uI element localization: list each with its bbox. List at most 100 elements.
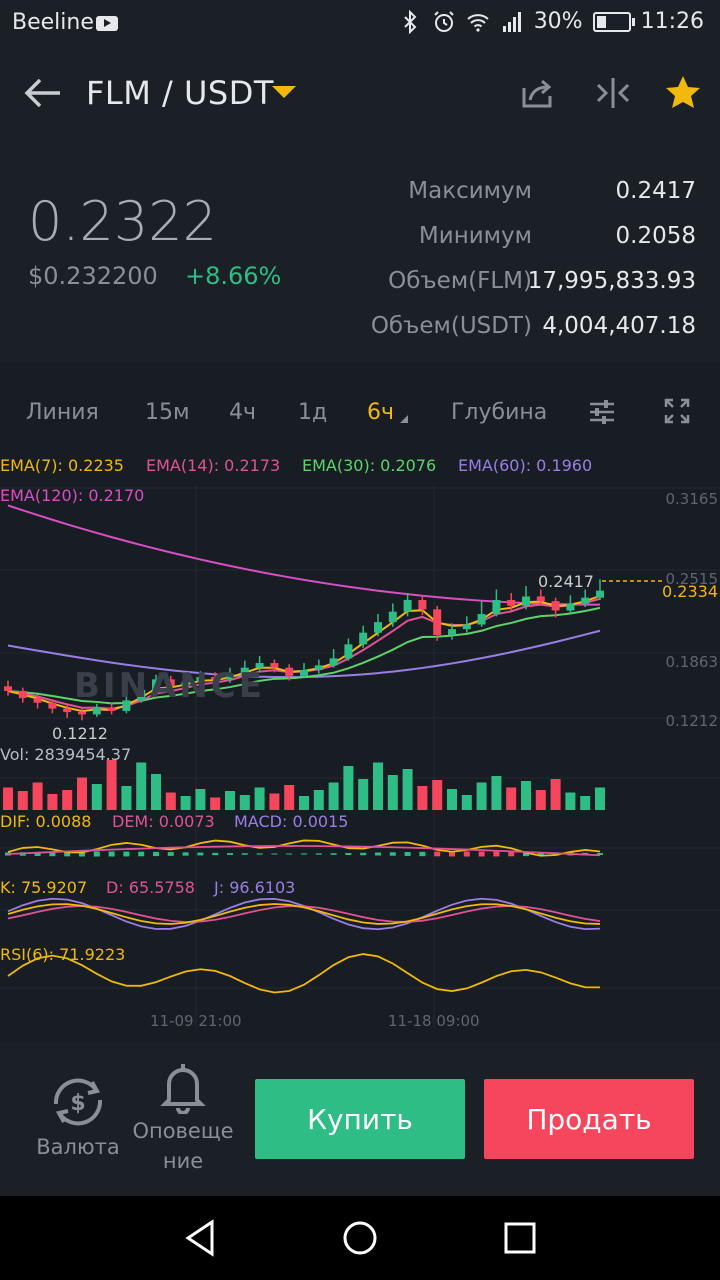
currency-convert-icon: $ (53, 1078, 103, 1126)
battery-level (596, 15, 606, 28)
tab-1d[interactable]: 1д (298, 400, 328, 425)
candle-body (433, 609, 442, 636)
volume-bar (580, 796, 591, 810)
y-axis-label-2: 0.2515 (665, 570, 719, 588)
buy-button[interactable]: Купить (255, 1079, 465, 1159)
volume-bar (521, 781, 531, 810)
tab-4h[interactable]: 4ч (229, 400, 256, 425)
carrier-name: Beeline (12, 10, 94, 35)
svg-text:$: $ (70, 1091, 85, 1116)
nav-home-icon[interactable] (340, 1218, 380, 1258)
volume-bar (535, 790, 546, 810)
settings-sliders-icon[interactable] (588, 398, 616, 426)
macd-histogram-bar (360, 852, 367, 856)
macd-histogram-bar (404, 852, 411, 856)
volume-bar (506, 787, 517, 810)
candle-body (314, 665, 323, 671)
macd-label: MACD: 0.0015 (234, 812, 349, 831)
compare-icon[interactable] (594, 74, 632, 112)
pair-title[interactable]: FLM / USDT (86, 74, 274, 112)
dif-label: DIF: 0.0088 (0, 812, 92, 831)
volume-bar (313, 790, 324, 810)
favorite-star-icon[interactable] (664, 74, 702, 112)
candle-body (418, 599, 427, 610)
macd-histogram-bar (434, 851, 441, 857)
candle-body (388, 611, 397, 623)
macd-histogram-bar (64, 851, 71, 857)
share-icon[interactable] (518, 74, 556, 112)
candle-body (78, 712, 86, 715)
macd-histogram-bar (153, 851, 159, 857)
bottom-action-bar: $ Валюта Оповеще ние Купить Продать (0, 1042, 720, 1196)
candle-body (403, 599, 412, 612)
kdj-d-label: D: 65.5758 (106, 878, 195, 897)
candle-body (329, 658, 338, 666)
volume-bar (136, 762, 147, 810)
candle-body (492, 599, 501, 614)
macd-histogram-bar (93, 851, 100, 857)
macd-histogram-bar (345, 853, 352, 855)
volume-bar (254, 787, 265, 810)
candle-body (374, 622, 382, 633)
android-nav-bar (0, 1196, 720, 1280)
volume-bar (17, 791, 28, 810)
macd-histogram-bar (463, 851, 470, 857)
binance-watermark: BINANCE (74, 666, 265, 706)
candle-body (522, 596, 530, 606)
volume-label: Vol: 2839454.37 (0, 745, 132, 764)
macd-histogram-bar (182, 852, 189, 856)
macd-histogram-bar (286, 853, 293, 855)
candle-body (596, 590, 604, 598)
rsi-label: RSI(6): 71.9223 (0, 945, 126, 964)
tab-6h-more-icon (400, 415, 408, 423)
stat-value-vol-base: 17,995,833.93 (527, 268, 696, 294)
stat-value-vol-quote: 4,004,407.18 (542, 313, 696, 339)
candle-body (240, 667, 249, 675)
candle-body (536, 596, 545, 602)
dif-line (7, 839, 601, 857)
nav-back-icon[interactable] (180, 1218, 220, 1258)
wifi-icon (467, 13, 489, 32)
volume-bar (550, 779, 561, 810)
low-price-marker: 0.1212 (52, 724, 108, 743)
tab-line[interactable]: Линия (26, 400, 99, 425)
macd-histogram-bar (123, 851, 130, 857)
candle-body (285, 667, 294, 676)
volume-bar (121, 786, 132, 810)
candle-body (63, 708, 72, 713)
chart-canvas (0, 484, 720, 1028)
interval-tabs: Линия 15м 4ч 1д 6ч Глубина (0, 378, 720, 448)
ema30-label: EMA(30): 0.2076 (302, 456, 437, 475)
pair-dropdown-caret-icon[interactable] (272, 86, 296, 98)
x-axis-label-1: 11-09 21:00 (150, 1012, 242, 1030)
macd-histogram-bar (138, 851, 145, 857)
volume-bar (151, 774, 161, 810)
volume-bar (476, 782, 487, 810)
ema120-label: EMA(120): 0.2170 (0, 486, 145, 505)
current-price-tag: 0.2334 (662, 582, 718, 601)
x-axis-label-2: 11-18 09:00 (388, 1012, 480, 1030)
macd-histogram-bar (212, 852, 219, 856)
macd-histogram-bar (108, 851, 115, 857)
alerts-button[interactable]: Оповеще ние (130, 1060, 236, 1173)
tab-depth[interactable]: Глубина (451, 400, 548, 425)
tab-15m[interactable]: 15м (145, 400, 190, 425)
dem-line (7, 845, 601, 857)
stat-label-high: Максимум (408, 178, 532, 204)
candle-body (152, 679, 160, 690)
ema14-label: EMA(14): 0.2173 (146, 456, 281, 475)
sell-button[interactable]: Продать (484, 1079, 694, 1159)
macd-histogram-bar (315, 853, 322, 855)
macd-histogram-bar (597, 853, 603, 855)
tab-6h[interactable]: 6ч (367, 400, 408, 425)
kline-chart[interactable]: EMA(7): 0.2235 EMA(14): 0.2173 EMA(30): … (0, 448, 720, 1038)
currency-button[interactable]: $ Валюта (36, 1074, 120, 1159)
volume-bar (299, 796, 309, 810)
fullscreen-icon[interactable] (664, 398, 690, 424)
volume-bar (165, 792, 176, 810)
candle-body (4, 686, 12, 692)
nav-recents-icon[interactable] (500, 1218, 540, 1258)
back-arrow-icon[interactable] (22, 72, 64, 114)
y-axis-label-4: 0.1212 (665, 712, 719, 730)
macd-histogram-bar (301, 853, 307, 855)
